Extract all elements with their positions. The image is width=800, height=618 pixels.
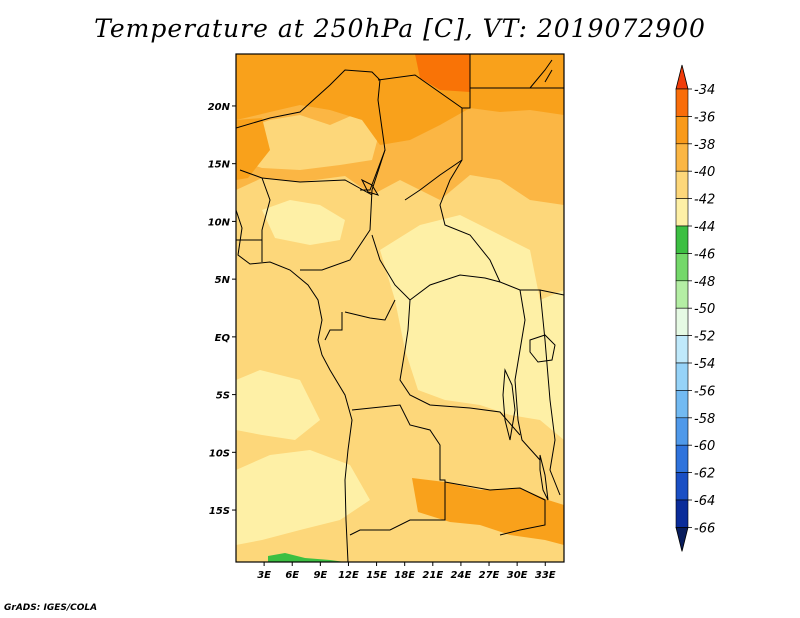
colorbar-swatch bbox=[675, 390, 689, 419]
lon-tick-label: 33E bbox=[535, 570, 556, 581]
lon-tick-label: 30E bbox=[507, 570, 528, 581]
colorbar-label: -62 bbox=[694, 467, 715, 482]
lat-tick-label: 10N bbox=[208, 217, 231, 228]
lon-tick-label: 12E bbox=[338, 570, 359, 581]
border-egypt bbox=[462, 54, 564, 109]
border-chad bbox=[300, 149, 386, 271]
colorbar-arrow-bottom bbox=[675, 527, 689, 552]
colorbar-swatch bbox=[675, 88, 689, 117]
longitude-axis: 3E 6E 9E 12E 15E 18E 21E 24E 27E 30E 33E bbox=[257, 562, 556, 581]
colorbar-label: -42 bbox=[694, 193, 715, 208]
colorbar-swatch bbox=[675, 335, 689, 364]
colorbar-label: -54 bbox=[694, 357, 715, 372]
colorbar-label: -36 bbox=[694, 110, 715, 125]
lat-tick-label: EQ bbox=[215, 333, 231, 344]
colorbar-label: -46 bbox=[694, 247, 715, 262]
colorbar-label: -60 bbox=[694, 439, 715, 454]
colorbar-arrow-top bbox=[675, 64, 689, 90]
colorbar-swatch bbox=[675, 307, 689, 336]
colorbar-label: -56 bbox=[694, 384, 715, 399]
credit-label: GrADS: IGES/COLA bbox=[4, 603, 98, 613]
field-band-minus36-minus34 bbox=[415, 54, 470, 92]
border-nigeria bbox=[261, 177, 373, 262]
colorbar-label: -52 bbox=[694, 330, 715, 345]
border-gabon bbox=[324, 312, 343, 341]
temperature-field bbox=[236, 54, 564, 562]
colorbar: -34 -36 -38 -40 -42 -44 -46 -48 -50 -52 -54 -56 -58 -… bbox=[675, 64, 715, 552]
border-angola bbox=[349, 404, 446, 536]
colorbar-swatch bbox=[675, 170, 689, 199]
coastline-west bbox=[236, 209, 353, 562]
colorbar-swatch bbox=[675, 143, 689, 172]
lake-chad bbox=[360, 178, 380, 196]
colorbar-swatch bbox=[675, 198, 689, 227]
colorbar-label: -40 bbox=[694, 165, 715, 180]
lat-tick-label: 15N bbox=[208, 160, 231, 171]
chart-title: Temperature at 250hPa [C], VT: 201907290… bbox=[94, 14, 706, 43]
lat-tick-label: 5S bbox=[216, 391, 230, 402]
colorbar-swatch bbox=[675, 417, 689, 446]
colorbar-label: -64 bbox=[694, 494, 715, 509]
lat-tick-label: 15S bbox=[209, 506, 230, 517]
lon-tick-label: 3E bbox=[257, 570, 271, 581]
field-band-minus44-minus42 bbox=[380, 215, 564, 440]
colorbar-label: -48 bbox=[694, 275, 715, 290]
colorbar-label: -34 bbox=[694, 83, 715, 98]
colorbar-label: -38 bbox=[694, 138, 715, 153]
border-sahara-1 bbox=[236, 69, 386, 191]
colorbar-label: -50 bbox=[694, 302, 715, 317]
field-band-minus38-minus36-north bbox=[236, 54, 564, 145]
lon-tick-label: 9E bbox=[313, 570, 327, 581]
lon-tick-label: 6E bbox=[285, 570, 299, 581]
lon-tick-label: 15E bbox=[366, 570, 387, 581]
colorbar-swatch bbox=[675, 280, 689, 309]
map-frame bbox=[235, 53, 565, 563]
field-band-minus44-minus42-south bbox=[236, 450, 370, 545]
border-sudan bbox=[439, 159, 564, 296]
colorbar-swatch bbox=[675, 499, 689, 528]
border-drc bbox=[399, 299, 521, 436]
political-borders bbox=[236, 54, 564, 562]
border-car bbox=[371, 234, 501, 301]
colorbar-swatch bbox=[675, 116, 689, 145]
field-band-minus42-minus40-north bbox=[238, 112, 380, 170]
border-tanzania bbox=[539, 289, 561, 496]
colorbar-swatch bbox=[675, 225, 689, 254]
field-band-minus44-minus42-west bbox=[262, 200, 345, 245]
border-zambia bbox=[444, 481, 546, 536]
lake-malawi bbox=[539, 454, 549, 501]
colorbar-swatch bbox=[675, 444, 689, 473]
lon-tick-label: 24E bbox=[451, 570, 472, 581]
field-band-minus38-minus36-sahel bbox=[236, 118, 270, 180]
border-drc-east bbox=[514, 289, 541, 461]
colorbar-swatch bbox=[675, 253, 689, 282]
colorbar-label: -44 bbox=[694, 220, 715, 235]
border-congo bbox=[344, 299, 396, 321]
colorbar-label: -66 bbox=[694, 521, 715, 536]
field-band-minus38-minus36-south bbox=[412, 478, 564, 545]
field-band-minus46-minus44 bbox=[268, 553, 345, 562]
red-sea bbox=[529, 59, 553, 89]
lat-tick-label: 5N bbox=[215, 275, 231, 286]
colorbar-swatch bbox=[675, 472, 689, 501]
lat-tick-label: 20N bbox=[208, 102, 231, 113]
latitude-axis: 20N 15N 10N 5N EQ 5S 10S 15S bbox=[208, 102, 236, 517]
lat-tick-label: 10S bbox=[209, 448, 230, 459]
lake-tanganyika bbox=[502, 368, 516, 441]
lon-tick-label: 18E bbox=[394, 570, 415, 581]
colorbar-swatch bbox=[675, 362, 689, 391]
lake-victoria bbox=[529, 334, 556, 363]
field-band-minus44-minus42-coast bbox=[236, 370, 320, 440]
colorbar-label: -58 bbox=[694, 412, 715, 427]
lon-tick-label: 27E bbox=[479, 570, 500, 581]
lon-tick-label: 21E bbox=[422, 570, 443, 581]
border-west bbox=[236, 169, 263, 241]
